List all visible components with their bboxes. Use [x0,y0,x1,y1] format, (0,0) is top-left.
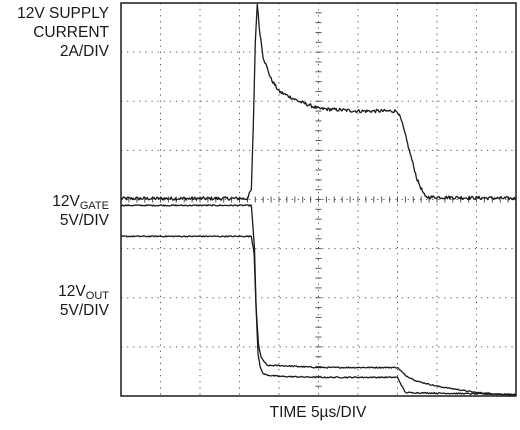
out-label-scale: 5V/DIV [59,302,109,319]
trace-output-voltage [120,235,517,396]
supply-current-label: 12V SUPPLY CURRENT 2A/DIV [17,4,109,61]
trace-gate-voltage [120,204,517,396]
supply-current-label-line-1: 12V SUPPLY [17,5,109,22]
plot-frame [120,2,517,397]
grid [121,3,516,396]
output-voltage-label: 12VOUT 5V/DIV [58,282,109,320]
gate-label-subscript: GATE [79,200,109,212]
gate-voltage-label: 12VGATE 5V/DIV [52,192,109,230]
supply-current-label-line-2: CURRENT [33,24,109,41]
traces [120,3,517,396]
out-label-subscript: OUT [85,290,109,302]
gate-label-scale: 5V/DIV [59,212,109,229]
x-axis-label: TIME 5µs/DIV [269,404,367,421]
supply-current-label-line-3: 2A/DIV [59,43,109,60]
gate-label-main: 12V [52,193,80,210]
out-label-main: 12V [58,283,86,300]
trace-supply-current [120,3,517,201]
